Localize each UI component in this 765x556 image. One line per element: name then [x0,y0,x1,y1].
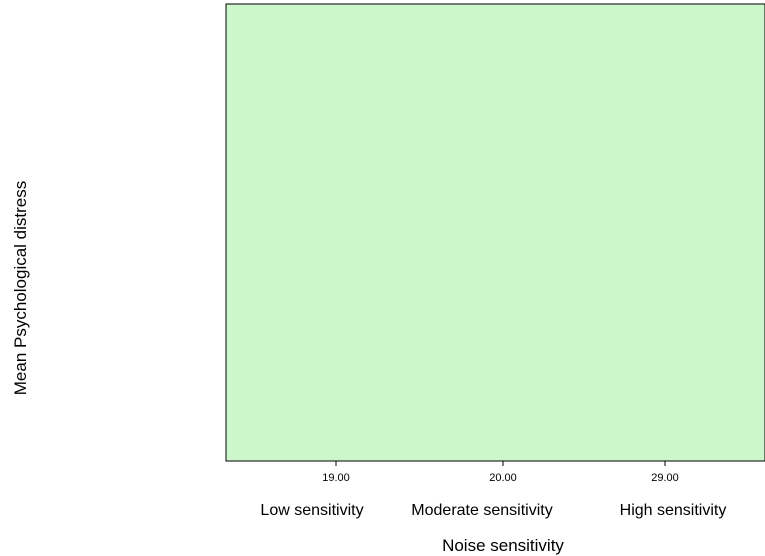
x-axis: 19.00 20.00 29.00 [322,461,679,484]
label-layer: Low sensitivity Moderate sensitivity High … [260,502,726,519]
category-description: Moderate sensitivity [411,502,552,519]
x-tick-label: 19.00 [322,472,350,484]
x-tick-label: 29.00 [651,472,679,484]
category-description: High sensitivity [620,502,727,519]
plot-area [225,3,765,462]
x-axis-title: Noise sensitivity [442,536,564,555]
x-tick-label: 20.00 [489,472,517,484]
category-description: Low sensitivity [260,502,363,519]
y-axis-title: Mean Psychological distress [11,181,30,395]
